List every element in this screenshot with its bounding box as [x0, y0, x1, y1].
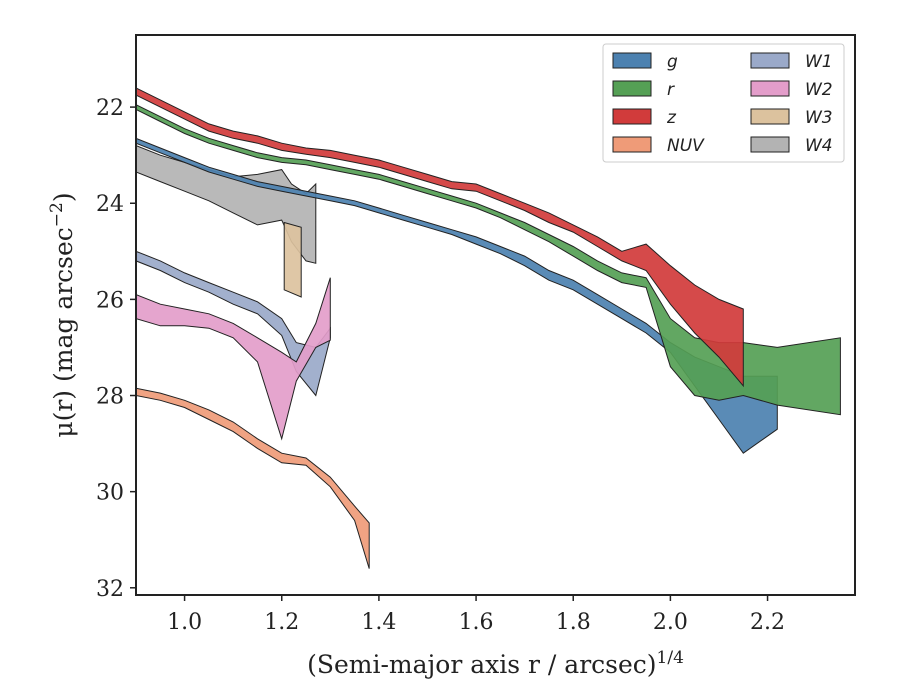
legend-box [602, 43, 845, 163]
band-g [136, 137, 778, 454]
legend-swatch [750, 136, 790, 153]
x-tick-label: 1.2 [264, 610, 299, 635]
legend-label: W3 [805, 108, 833, 128]
legend-swatch [612, 108, 652, 125]
legend-item-w4: W4 [750, 136, 833, 156]
legend-swatch [750, 52, 790, 69]
legend-item-r: r [612, 80, 675, 100]
x-axis-title: (Semi-major axis r / arcsec)1/4 [307, 648, 684, 679]
y-tick-label: 26 [96, 288, 124, 313]
x-tick-label: 2.0 [653, 610, 688, 635]
band-z [136, 87, 744, 388]
y-tick-label: 28 [96, 385, 124, 410]
plot-frame [135, 34, 856, 596]
y-tick-label: 32 [96, 577, 124, 602]
legend-label: NUV [667, 136, 705, 156]
legend-item-z: z [612, 108, 677, 128]
legend-item-w2: W2 [750, 80, 833, 100]
x-tick-label: 1.4 [361, 610, 396, 635]
x-tick-label: 2.2 [750, 610, 785, 635]
legend-label: g [667, 52, 678, 72]
y-axis-title: μ(r) (mag arcsec−2) [47, 192, 78, 437]
legend-item-w1: W1 [750, 52, 833, 72]
legend-item-nuv: NUV [612, 136, 705, 156]
legend-swatch [612, 136, 652, 153]
band-w2 [136, 277, 331, 441]
legend-item-w3: W3 [750, 108, 833, 128]
legend-swatch [612, 52, 652, 69]
x-tick-label: 1.6 [459, 610, 494, 635]
bands-layer [136, 87, 841, 569]
legend-label: z [666, 108, 677, 128]
legend: grz NUV W1 W2 W3 W4 [602, 43, 845, 163]
x-tick-label: 1.8 [556, 610, 591, 635]
band-r [136, 104, 841, 416]
legend-label: W1 [805, 52, 833, 72]
y-tick-label: 24 [96, 192, 124, 217]
y-tick-label: 22 [96, 96, 124, 121]
legend-label: W2 [805, 80, 833, 100]
band-w3 [283, 221, 302, 298]
legend-swatch [750, 108, 790, 125]
legend-label: W4 [805, 136, 833, 156]
y-axis: 22 24 26 28 30 32 [96, 96, 136, 602]
legend-item-g: g [612, 52, 678, 72]
legend-label: r [667, 80, 675, 100]
x-tick-label: 1.0 [167, 610, 202, 635]
band-nuv [136, 387, 370, 569]
legend-swatch [612, 80, 652, 97]
legend-swatch [750, 80, 790, 97]
x-axis: 1.0 1.2 1.4 1.6 1.8 2.0 2.2 [167, 595, 785, 635]
y-tick-label: 30 [96, 481, 124, 506]
